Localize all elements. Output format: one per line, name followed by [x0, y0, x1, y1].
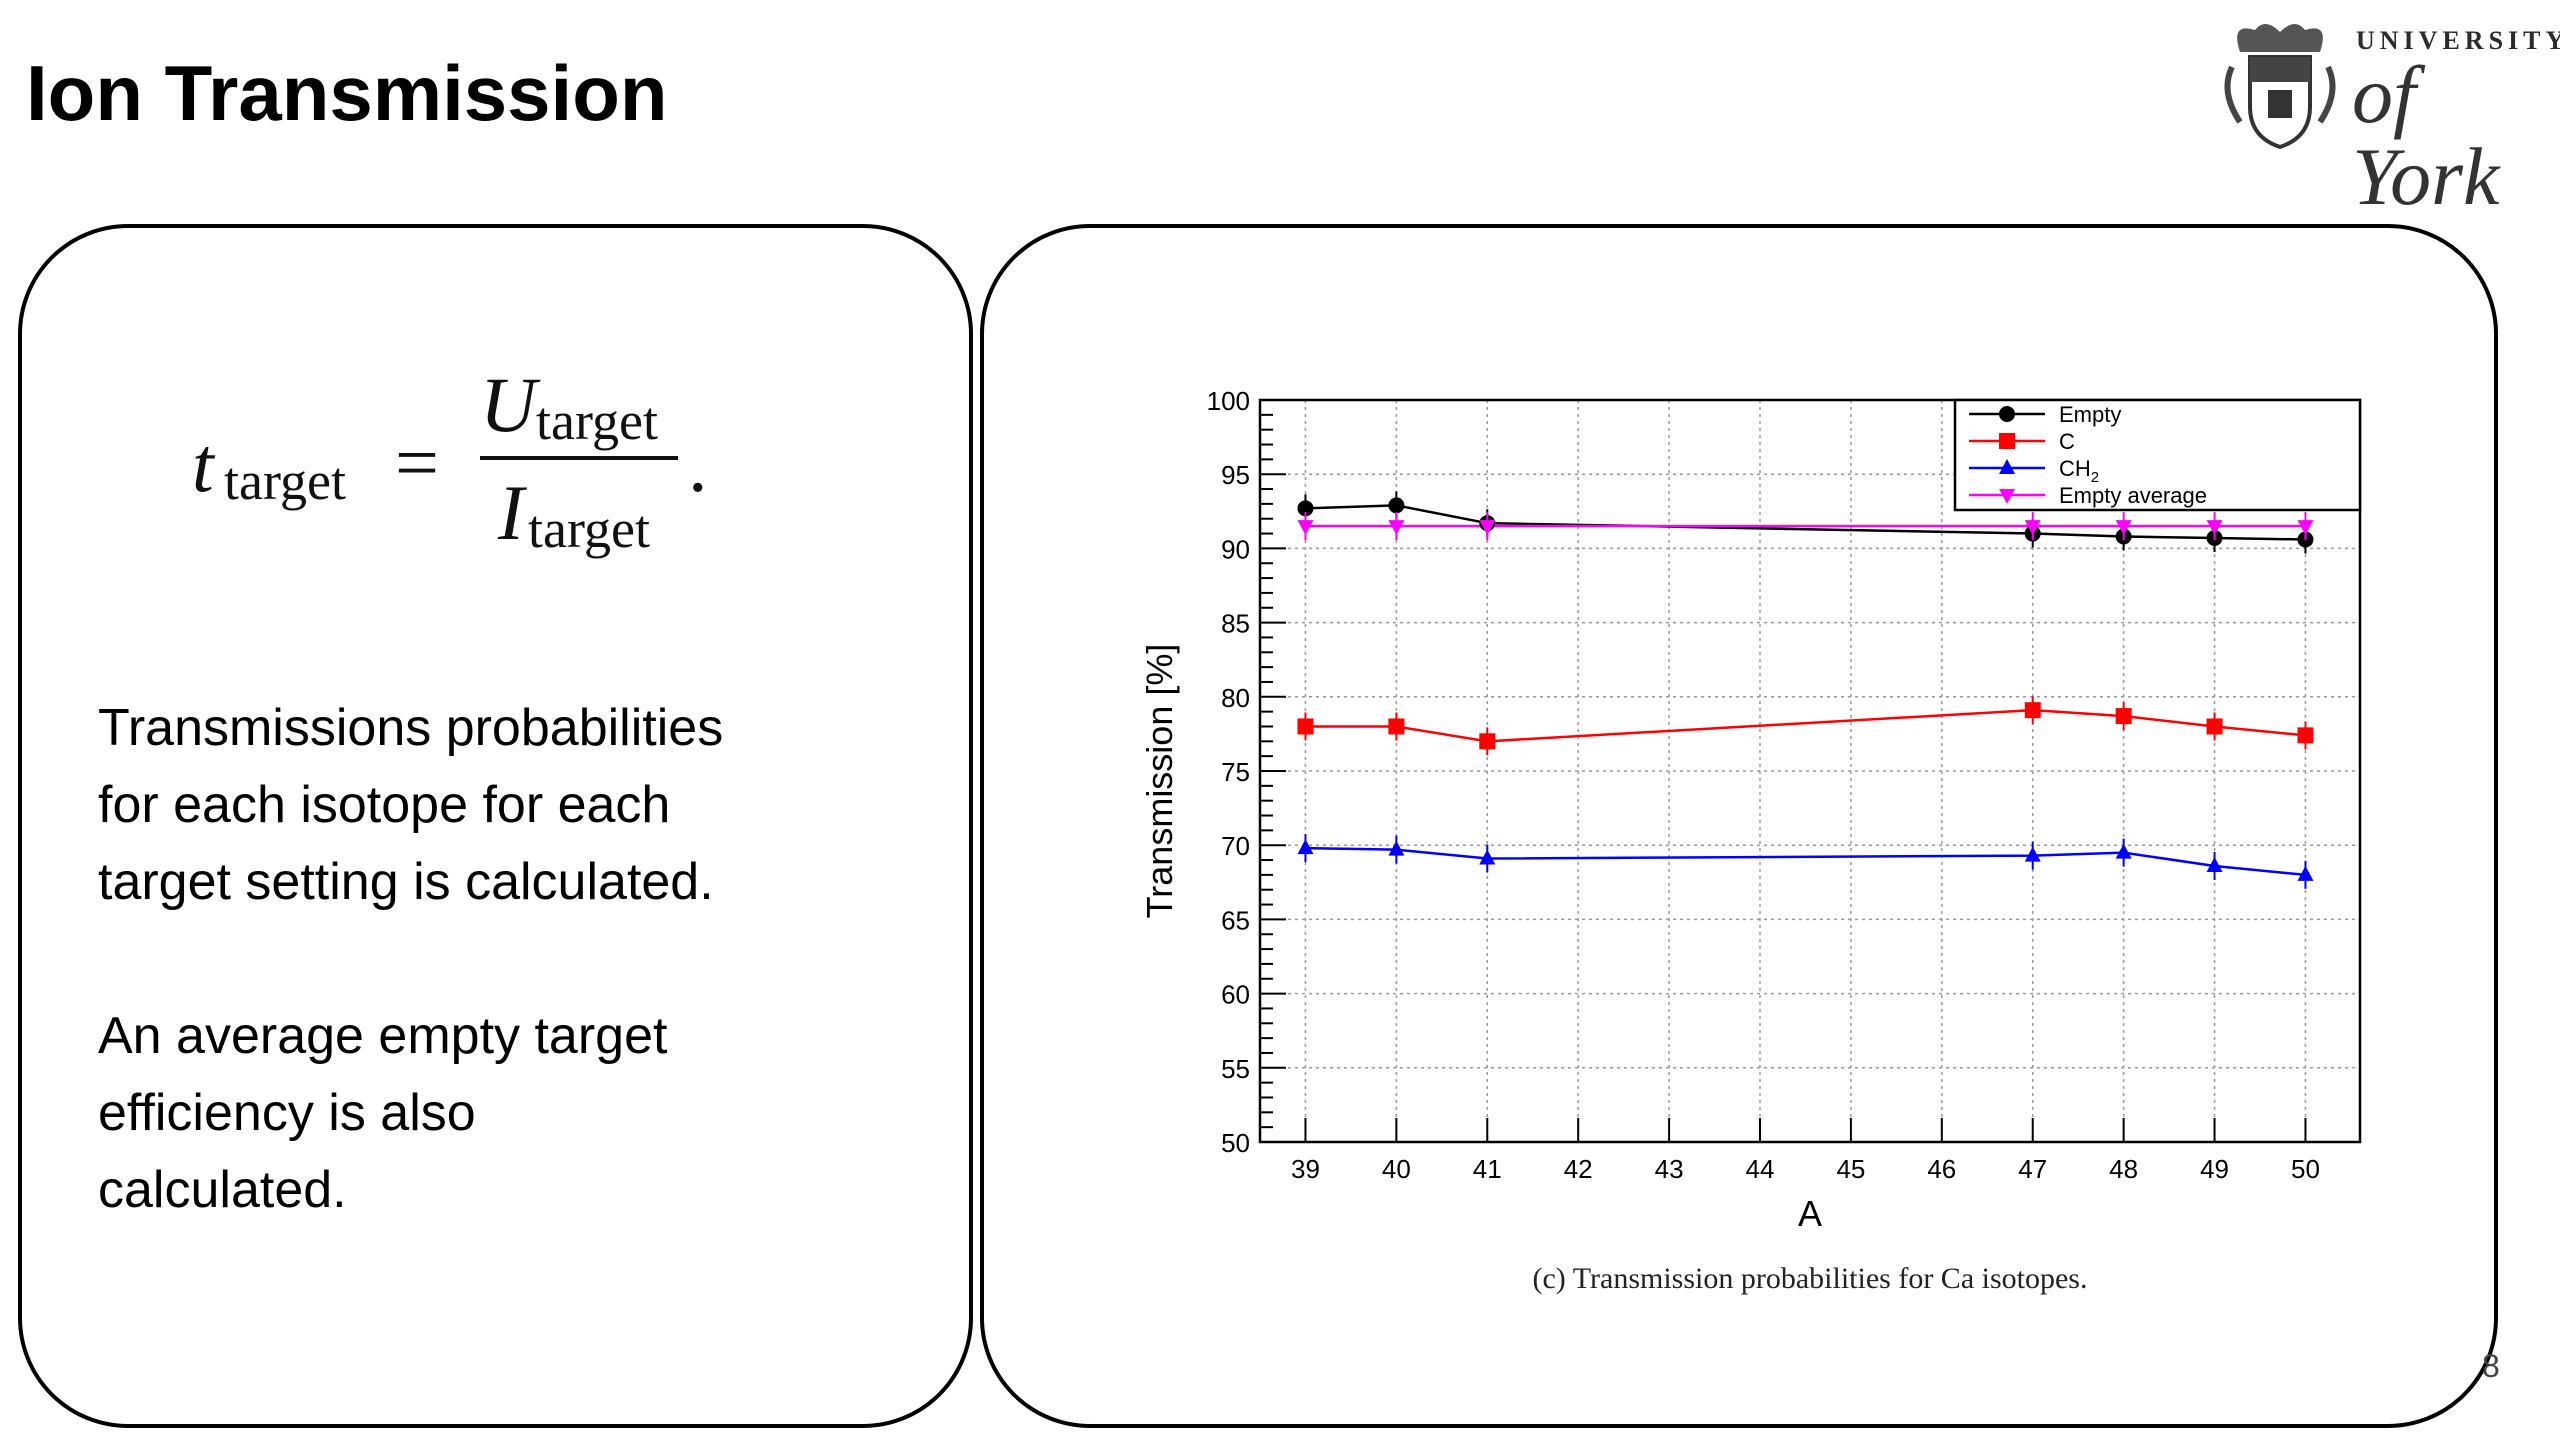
y-axis-label: Transmission [%]	[1139, 644, 1180, 919]
legend-box	[1953, 398, 2362, 512]
y-tick-label: 50	[1221, 1128, 1250, 1158]
data-point-empty-average	[1297, 520, 1314, 536]
legend-label: Empty average	[2059, 483, 2207, 508]
paragraph-1: Transmissions probabilities for each iso…	[98, 690, 723, 921]
paragraph-line: target setting is calculated.	[98, 853, 714, 911]
x-tick-label: 43	[1655, 1154, 1684, 1184]
formula-period: .	[688, 421, 708, 508]
x-tick-label: 49	[2200, 1154, 2229, 1184]
x-tick-label: 40	[1382, 1154, 1411, 1184]
page-number: 8	[2482, 1348, 2500, 1384]
y-tick-label: 65	[1221, 905, 1250, 935]
data-point-ch2	[1297, 839, 1314, 855]
data-point-empty-average	[2024, 520, 2041, 536]
y-tick-label: 85	[1221, 609, 1250, 639]
y-tick-label: 100	[1207, 386, 1250, 416]
paragraph-2: An average empty target efficiency is al…	[98, 998, 667, 1229]
series-line	[1305, 846, 2306, 877]
data-point-empty-average	[2115, 520, 2132, 536]
data-point-ch2	[1479, 849, 1496, 865]
data-point-empty	[1297, 500, 1314, 517]
data-point-c	[1388, 718, 1405, 735]
left-panel	[18, 224, 973, 1428]
data-point-ch2	[2297, 865, 2314, 881]
data-point-c	[2024, 702, 2041, 719]
paragraph-line: Transmissions probabilities	[98, 699, 724, 757]
legend-label: Empty	[2059, 402, 2121, 427]
data-point-empty-average	[1479, 520, 1496, 536]
x-tick-label: 45	[1836, 1154, 1865, 1184]
data-point-c	[2115, 708, 2132, 725]
data-point-empty-average	[2206, 520, 2223, 536]
paragraph-line: for each isotope for each	[98, 776, 671, 834]
x-tick-label: 50	[2291, 1154, 2320, 1184]
paragraph-line: calculated.	[98, 1161, 347, 1219]
paragraph-line: efficiency is also	[98, 1084, 476, 1142]
x-tick-label: 47	[2018, 1154, 2047, 1184]
formula-numerator: U	[480, 361, 537, 448]
x-tick-label: 46	[1927, 1154, 1956, 1184]
data-point-ch2	[1388, 840, 1405, 856]
data-point-c	[1479, 733, 1496, 750]
series-line	[1305, 708, 2306, 743]
paragraph-line: An average empty target	[98, 1007, 668, 1065]
fraction-bar	[480, 456, 678, 460]
data-point-c	[1999, 433, 2015, 449]
data-point-empty	[1999, 406, 2015, 422]
x-tick-label: 41	[1473, 1154, 1502, 1184]
data-point-empty-average	[2297, 520, 2314, 536]
y-tick-label: 80	[1221, 683, 1250, 713]
legend-label-sub: 2	[2091, 469, 2099, 486]
data-point-c	[2297, 727, 2314, 744]
data-point-c	[1297, 718, 1314, 735]
transmission-chart: 50 55 60 65 70 75 80 85 90 95 100 39 40 41 42 43 44 45 46 4…	[1139, 386, 2362, 1234]
x-axis-label: A	[1798, 1193, 1822, 1234]
y-tick-label: 90	[1221, 534, 1250, 564]
formula-denominator-sub: target	[528, 499, 650, 559]
x-tick-label: 48	[2109, 1154, 2138, 1184]
logo-university-text: UNIVERSITY	[2356, 26, 2560, 55]
data-point-c	[2206, 718, 2223, 735]
y-tick-label: 95	[1221, 460, 1250, 490]
formula-denominator: I	[498, 469, 524, 556]
x-tick-label: 44	[1746, 1154, 1775, 1184]
data-point-ch2	[2024, 846, 2041, 862]
slide-title: Ion Transmission	[26, 49, 668, 137]
crest-icon	[2224, 23, 2336, 150]
data-point-empty-average	[1388, 520, 1405, 536]
university-of-york-logo: UNIVERSITY of York	[2210, 12, 2560, 218]
data-point-empty-average	[1999, 489, 2015, 504]
formula-lhs-sub: target	[224, 451, 346, 511]
logo-york-text: of York	[2352, 49, 2500, 222]
data-point-ch2	[2206, 856, 2223, 872]
x-tick-label: 42	[1564, 1154, 1593, 1184]
data-point-ch2	[2115, 843, 2132, 859]
y-tick-label: 60	[1221, 980, 1250, 1010]
y-tick-label: 55	[1221, 1054, 1250, 1084]
x-tick-label: 39	[1291, 1154, 1320, 1184]
data-point-ch2	[1999, 459, 2015, 474]
figure-caption: (c) Transmission probabilities for Ca is…	[1532, 1262, 2088, 1295]
y-tick-label: 75	[1221, 757, 1250, 787]
formula-equals: =	[395, 419, 439, 506]
y-tick-label: 70	[1221, 831, 1250, 861]
formula-numerator-sub: target	[536, 391, 658, 451]
legend-label: C	[2059, 429, 2075, 454]
data-point-empty	[1388, 497, 1405, 514]
formula-lhs: t	[192, 421, 214, 508]
